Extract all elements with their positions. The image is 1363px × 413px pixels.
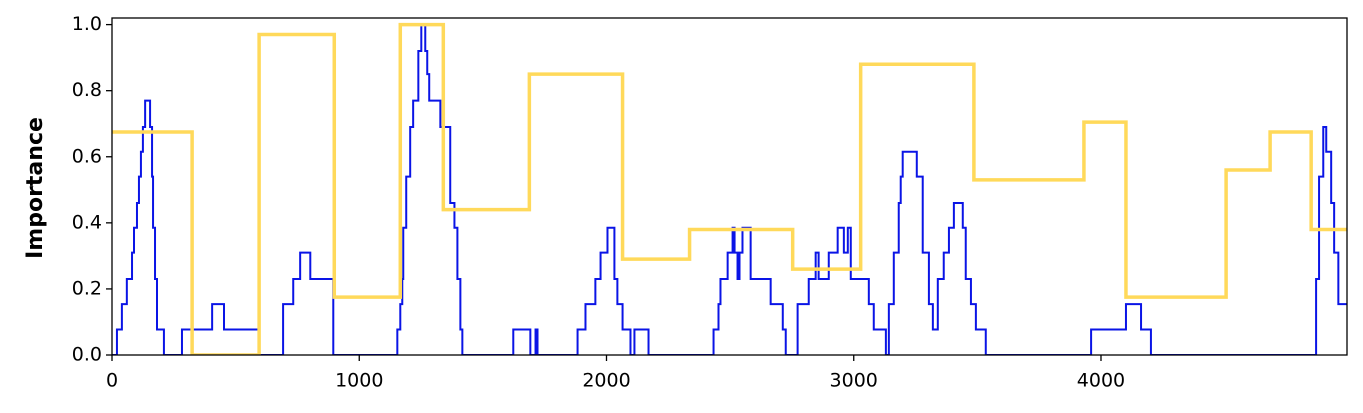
y-tick-label: 0.4	[72, 211, 102, 233]
y-tick-label: 0.8	[72, 79, 102, 101]
y-tick-label: 0.2	[72, 277, 102, 299]
y-tick-label: 1.0	[72, 13, 102, 35]
plot-frame	[111, 17, 1348, 356]
x-tick-label: 3000	[830, 370, 878, 392]
y-tick-label: 0.6	[72, 145, 102, 167]
y-axis-title: Importance	[23, 117, 48, 259]
x-tick-label: 2000	[582, 370, 630, 392]
x-tick-label: 0	[106, 370, 118, 392]
x-tick-label: 1000	[335, 370, 383, 392]
line-series	[112, 22, 1347, 355]
y-tick-label: 0.0	[72, 344, 102, 366]
x-tick-label: 4000	[1077, 370, 1125, 392]
line-series	[112, 23, 1347, 355]
